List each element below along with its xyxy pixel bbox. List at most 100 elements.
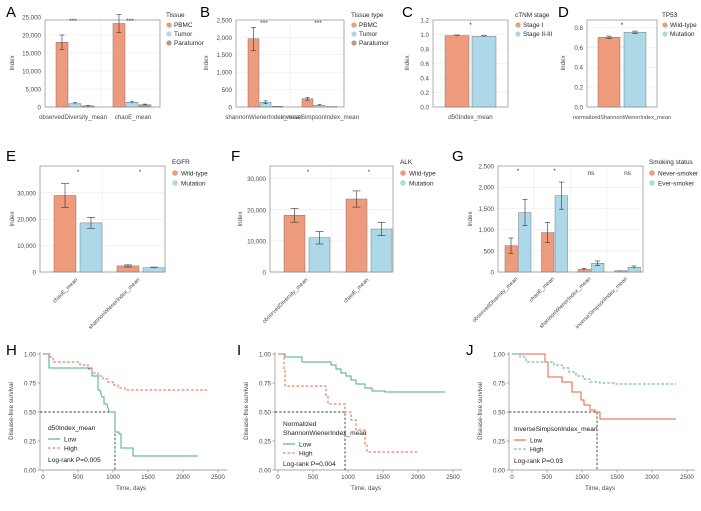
- panel-A-ylabel: Index: [9, 55, 16, 71]
- panel-G-bars-group1: [504, 199, 532, 273]
- panel-I-curve-low: [278, 353, 445, 393]
- panel-D-legend: TP53 Wild-type Mutation: [662, 12, 697, 38]
- panel-H-curve-high: [43, 353, 207, 391]
- panel-G: G 0 500 1,000 1,500 2,000 2,500 Index: [450, 146, 701, 330]
- svg-text:0.75: 0.75: [493, 381, 506, 388]
- panel-F: F 0 10,000 20,000 30,000 Index: [225, 146, 455, 326]
- panel-E-xtick-1: chaoE_mean: [52, 277, 80, 305]
- svg-text:0: 0: [263, 270, 267, 277]
- panel-I-median-line: [275, 411, 346, 470]
- panel-E-yaxis: 0 10,000 20,000 30,000 Index: [9, 190, 37, 276]
- svg-text:0.8: 0.8: [420, 47, 429, 54]
- panel-D-ylabel: Index: [560, 55, 567, 71]
- legend-swatch-icon: [172, 170, 178, 176]
- panel-G-bars-group3: [577, 260, 605, 273]
- panel-A-yaxis: 0 5,000 10,000 15,000 20,000 25,000 Inde…: [9, 15, 42, 112]
- svg-text:1500: 1500: [141, 474, 155, 481]
- svg-text:High: High: [64, 446, 78, 453]
- panel-H: H 0.00 0.25 0.50 0.75 1.00 Disease-free …: [0, 336, 235, 511]
- svg-text:0: 0: [33, 270, 37, 277]
- svg-text:PBMC: PBMC: [359, 22, 378, 29]
- panel-A-chart: 0 5,000 10,000 15,000 20,000 25,000 Inde…: [9, 12, 205, 121]
- panel-A-xtick-1: observedDiversity_mean: [39, 114, 108, 121]
- svg-text:1000: 1000: [575, 474, 589, 481]
- svg-text:0.75: 0.75: [259, 381, 272, 388]
- svg-text:1000: 1000: [341, 474, 355, 481]
- panel-E-xtick-2: shannonWienerIndex_mean: [88, 277, 142, 331]
- panel-H-median-line: [40, 411, 116, 470]
- panel-E-sig-1: *: [77, 169, 80, 176]
- panel-F-frame: [269, 165, 394, 273]
- legend-swatch-icon: [515, 22, 521, 28]
- panel-J-curve-low: [512, 353, 676, 420]
- panel-C-bars: [444, 34, 497, 108]
- svg-text:Ever-smoker: Ever-smoker: [658, 180, 695, 187]
- panel-F-letter: F: [231, 148, 241, 165]
- panel-D: D 0.0 0.2 0.4 0.6 0.8 Index * normalized…: [556, 0, 701, 145]
- panel-F-legend-title: ALK: [400, 159, 413, 166]
- panel-H-xaxis: 0 500 1000 1500 2000 2500 Time, days: [41, 470, 225, 492]
- panel-I-chart: 0.00 0.25 0.50 0.75 1.00 Disease-free su…: [243, 352, 462, 492]
- svg-text:20,000: 20,000: [247, 207, 266, 214]
- svg-text:Tumor: Tumor: [359, 31, 378, 38]
- legend-swatch-icon: [351, 31, 357, 37]
- svg-text:0.00: 0.00: [493, 468, 506, 475]
- panel-H-yaxis: 0.00 0.25 0.50 0.75 1.00 Disease-free su…: [8, 352, 40, 475]
- svg-text:0: 0: [229, 105, 233, 112]
- panel-I-strat-label-line1: Normalized: [283, 421, 317, 428]
- panel-B-yaxis: 0 500 1,000 1,500 2,000 2,500 Index: [203, 17, 233, 111]
- panel-J-chart: 0.00 0.25 0.50 0.75 1.00 Disease-free su…: [477, 352, 695, 492]
- svg-text:Wild-type: Wild-type: [409, 170, 436, 177]
- legend-swatch-icon: [166, 31, 172, 37]
- svg-text:2500: 2500: [211, 474, 225, 481]
- legend-swatch-icon: [166, 40, 172, 46]
- panel-H-pvalue: Log-rank P=0.005: [48, 457, 101, 464]
- svg-text:1,500: 1,500: [479, 206, 495, 213]
- panel-H-curve-low: [43, 353, 198, 457]
- svg-text:30,000: 30,000: [17, 190, 36, 197]
- panel-E-chart: 0 10,000 20,000 30,000 Index * * chaoE_m…: [9, 159, 208, 331]
- panel-F-bars-group1: [283, 208, 331, 273]
- panel-J-xaxis: 0 500 1000 1500 2000 2500 Time, days: [510, 470, 694, 492]
- panel-A-frame: [44, 19, 161, 108]
- svg-text:1500: 1500: [610, 474, 624, 481]
- panel-G-yaxis: 0 500 1,000 1,500 2,000 2,500 Index: [467, 164, 495, 277]
- panel-D-sig: *: [621, 22, 624, 29]
- legend-swatch-icon: [649, 180, 655, 186]
- svg-text:15,000: 15,000: [22, 51, 41, 58]
- panel-B-letter: B: [200, 4, 211, 21]
- panel-G-bars-group2: [541, 181, 568, 273]
- panel-D-bars: [597, 30, 647, 108]
- panel-C-letter: C: [402, 4, 413, 21]
- panel-E-bars-group2: [116, 264, 166, 273]
- panel-C-xtick: d50Index_mean: [448, 114, 493, 121]
- svg-text:Mutation: Mutation: [409, 180, 434, 187]
- panel-B-ylabel: Index: [203, 55, 210, 71]
- panel-B-frame: [235, 19, 345, 108]
- panel-B-xtick-1: shannonWienerIndex_mean: [225, 114, 303, 121]
- panel-A-bars-group2: [112, 14, 152, 108]
- panel-B-bars-group2: [301, 97, 338, 108]
- svg-text:2,500: 2,500: [217, 17, 233, 24]
- svg-text:0.2: 0.2: [420, 90, 429, 97]
- panel-C-yaxis: 0.0 0.2 0.4 0.6 0.8 1.0 1.2 Index: [404, 18, 430, 112]
- svg-text:0.6: 0.6: [574, 45, 583, 52]
- panel-F-chart: 0 10,000 20,000 30,000 Index * * observe…: [237, 159, 436, 325]
- panel-J: J 0.00 0.25 0.50 0.75 1.00 Disease-free …: [464, 336, 701, 511]
- panel-G-letter: G: [452, 148, 464, 165]
- panel-C: C 0.0 0.2 0.4 0.6 0.8 1.0 1.2 Index: [400, 0, 560, 145]
- svg-text:1.0: 1.0: [420, 32, 429, 39]
- panel-C-legend: cTNM stage Stage I Stage II-III: [515, 12, 553, 38]
- panel-J-pvalue: Log-rank P=0.03: [514, 458, 563, 465]
- panel-B: B 0 500 1,000 1,500 2,000 2,500 Index: [196, 0, 411, 145]
- panel-J-median-line: [509, 411, 598, 470]
- svg-text:0.50: 0.50: [24, 410, 37, 417]
- svg-text:500: 500: [73, 474, 84, 481]
- panel-G-bars-group4: [614, 265, 641, 273]
- svg-text:2000: 2000: [176, 474, 190, 481]
- panel-J-yaxis: 0.00 0.25 0.50 0.75 1.00 Disease-free su…: [477, 352, 509, 475]
- panel-F-sig-1: *: [307, 169, 310, 176]
- svg-text:2500: 2500: [680, 474, 694, 481]
- panel-E-legend: EGFR Wild-type Mutation: [172, 159, 208, 187]
- svg-text:10,000: 10,000: [247, 238, 266, 245]
